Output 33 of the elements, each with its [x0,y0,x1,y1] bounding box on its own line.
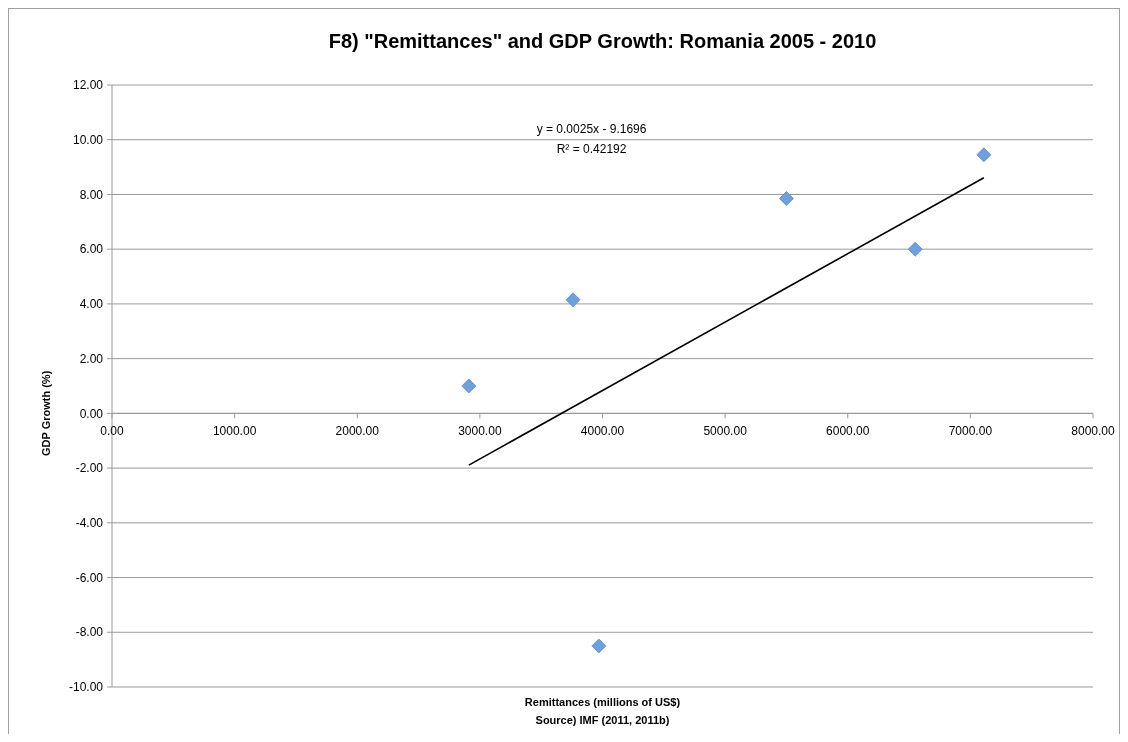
x-tick-label: 0.00 [100,424,124,439]
point [565,292,581,308]
point [779,191,794,206]
annotation: R² = 0.42192 [556,142,627,156]
point [976,147,992,163]
x-tick-label: 8000.00 [1071,424,1116,439]
annotation: y = 0.0025x - 9.1696 [536,122,647,136]
x-tick-label: 4000.00 [580,424,625,439]
y-tick-label: 4.00 [79,297,104,312]
x-tick-label: 3000.00 [458,424,502,439]
y-tick-label: 8.00 [79,187,104,202]
x-tick-label: 1000.00 [212,424,257,439]
y-tick-label: 0.00 [79,406,104,421]
y-tick-label: -4.00 [75,516,104,531]
point [907,241,923,257]
y-tick-label: -10.00 [68,680,104,695]
x-tick-label: 7000.00 [948,424,993,439]
y-tick-label: -8.00 [75,625,104,640]
y-tick-label: 6.00 [79,242,104,257]
y-axis-title: GDP Growth (%) [40,370,52,457]
x-tick-label: 6000.00 [826,424,870,439]
chart-title: F8) "Remittances" and GDP Growth: Romania 2005 - 2010 [328,30,877,52]
point [591,638,607,654]
source-note: Source) IMF (2011, 2011b) [535,714,670,726]
y-tick-label: -2.00 [75,461,104,476]
y-tick-label: -6.00 [75,570,104,585]
y-tick-label: 12.00 [72,78,104,93]
point [461,378,477,394]
y-tick-label: 10.00 [72,132,104,147]
x-axis-title: Remittances (millions of US$) [524,696,681,708]
y-tick-label: 2.00 [79,351,104,366]
x-tick-label: 2000.00 [335,424,380,439]
x-tick-label: 5000.00 [703,424,748,439]
